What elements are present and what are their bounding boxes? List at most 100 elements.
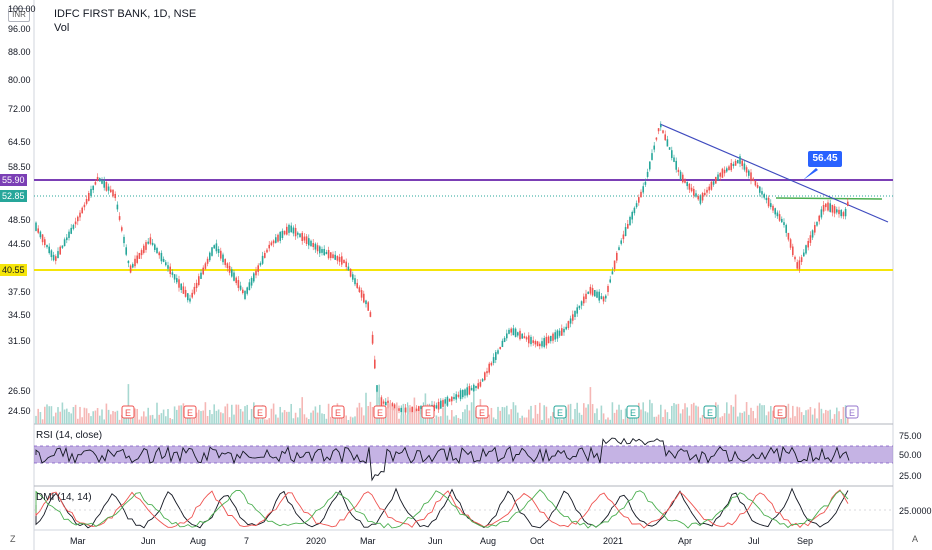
- candle-body: [149, 237, 152, 244]
- volume-bar: [609, 419, 611, 424]
- candle-body: [325, 251, 328, 255]
- volume-bar: [446, 415, 449, 424]
- volume-bar: [752, 410, 754, 424]
- volume-bar: [613, 412, 616, 424]
- volume-bar: [180, 405, 182, 424]
- candle-body: [492, 357, 495, 364]
- volume-bar: [94, 410, 97, 424]
- candle-body: [103, 180, 105, 188]
- candle-body: [440, 400, 442, 409]
- candle-body: [411, 406, 413, 414]
- candle-body: [134, 258, 136, 267]
- candle-body: [800, 257, 803, 262]
- zoom-toggle[interactable]: Z: [10, 534, 16, 544]
- volume-bar: [435, 415, 438, 424]
- volume-bar: [151, 414, 154, 424]
- volume-bar: [492, 417, 495, 424]
- volume-bar: [209, 409, 211, 424]
- volume-bar: [404, 414, 407, 424]
- candle-body: [354, 278, 356, 285]
- candle-body: [686, 181, 688, 187]
- candle-body: [41, 234, 44, 243]
- volume-bar: [710, 415, 713, 424]
- volume-bar: [754, 418, 757, 424]
- volume-bar: [345, 415, 347, 424]
- candle-body: [605, 295, 607, 299]
- candle-body: [292, 227, 295, 234]
- volume-bar: [820, 408, 823, 424]
- candle-body: [523, 336, 526, 339]
- volume-bar: [371, 406, 374, 424]
- candle-body: [589, 286, 592, 294]
- candle-body: [437, 401, 440, 410]
- volume-bar: [508, 414, 510, 424]
- earnings-marker: [845, 405, 859, 419]
- volume-bar: [688, 415, 691, 424]
- dmi-label[interactable]: DMI (14, 14): [36, 492, 92, 503]
- volume-bar: [433, 418, 435, 424]
- candle-body: [510, 328, 512, 333]
- volume-bar: [739, 412, 741, 424]
- volume-bar: [519, 418, 521, 424]
- volume-bar: [220, 412, 222, 424]
- volume-bar: [541, 419, 543, 424]
- volume-bar: [620, 409, 622, 424]
- price-tag-callout[interactable]: 56.45: [808, 151, 842, 167]
- earnings-marker: [703, 405, 717, 419]
- volume-bar: [92, 411, 94, 424]
- candle-body: [730, 162, 732, 171]
- volume-bar: [503, 407, 506, 424]
- rsi-label[interactable]: RSI (14, close): [36, 430, 103, 441]
- earnings-marker-text: E: [257, 408, 263, 418]
- candle-body: [521, 333, 523, 339]
- candle-body: [77, 216, 79, 222]
- volume-bar: [182, 403, 185, 424]
- time-label: Aug: [480, 536, 497, 546]
- currency-button[interactable]: INR: [8, 8, 30, 22]
- candle-body: [237, 280, 240, 288]
- candle-body: [767, 197, 770, 207]
- rsi-level-label: 25.00: [899, 471, 922, 481]
- candle-body: [701, 193, 704, 201]
- volume-bar: [574, 408, 576, 424]
- time-label: Jul: [748, 536, 760, 546]
- volume-bar: [147, 407, 149, 424]
- auto-scale-toggle[interactable]: A: [912, 534, 919, 544]
- volume-bar: [74, 404, 77, 424]
- candle-body: [83, 204, 86, 208]
- candle-body: [123, 236, 125, 244]
- volume-bar: [48, 406, 50, 424]
- candle-body: [136, 255, 138, 263]
- volume-bar: [228, 417, 231, 424]
- candle-body: [343, 260, 345, 264]
- candle-body: [602, 296, 605, 302]
- candle-body: [840, 210, 842, 217]
- volume-bar: [675, 404, 677, 424]
- candle-body: [404, 407, 407, 413]
- volume-bar: [88, 413, 90, 424]
- volume-bar: [275, 414, 277, 424]
- candle-body: [451, 396, 453, 402]
- candle-body: [211, 247, 213, 256]
- candle-body: [715, 176, 717, 184]
- volume-bar: [46, 404, 48, 424]
- rsi-line: [35, 437, 850, 482]
- candle-body: [717, 174, 719, 181]
- candle-body: [286, 226, 288, 235]
- candle-body: [765, 197, 768, 201]
- volume-bar: [365, 392, 367, 424]
- volume-bar: [323, 413, 325, 424]
- volume-bar: [411, 412, 413, 424]
- volume-bar: [248, 419, 251, 424]
- candle-body: [70, 227, 72, 234]
- volume-bar: [338, 415, 341, 424]
- candle-body: [55, 256, 57, 261]
- candle-body: [638, 197, 640, 203]
- volume-bar: [798, 407, 801, 424]
- candle-body: [576, 307, 578, 314]
- volume-bar: [422, 417, 424, 424]
- volume-bar: [534, 405, 537, 424]
- symbol-title: IDFC FIRST BANK, 1D, NSE: [54, 8, 197, 20]
- volume-bar: [352, 417, 354, 424]
